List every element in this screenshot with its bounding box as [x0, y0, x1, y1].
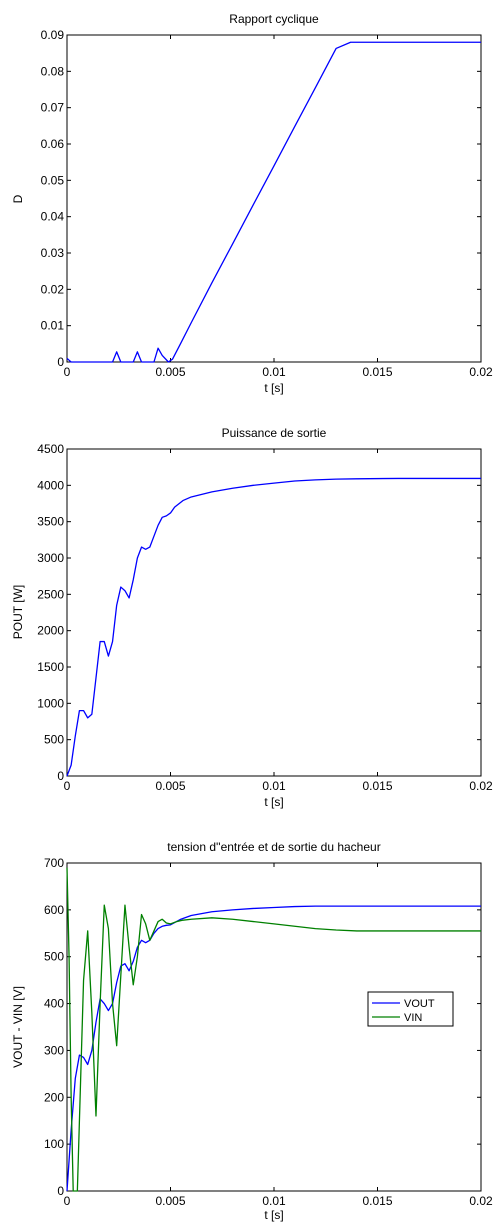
y-tick-label: 0: [57, 355, 64, 369]
chart-title: Puissance de sortie: [222, 426, 327, 440]
y-axis-label: VOUT - VIN [V]: [11, 986, 25, 1068]
series-lines: [66, 477, 481, 777]
x-tick-label: 0: [64, 1194, 71, 1208]
x-tick-label: 0: [64, 779, 71, 793]
x-tick-label: 0.005: [155, 779, 185, 793]
y-tick-label: 100: [44, 1137, 64, 1151]
y-tick-label: 2500: [37, 587, 64, 601]
x-tick-label: 0.015: [362, 365, 392, 379]
panel-chopper-voltages: tension d''entrée et de sortie du hacheu…: [11, 840, 493, 1222]
y-tick-label: 2000: [37, 624, 64, 638]
chart-title: Rapport cyclique: [229, 12, 319, 26]
y-tick-label: 300: [44, 1043, 64, 1057]
legend-label-vout: VOUT: [404, 998, 435, 1010]
y-tick-label: 0.02: [41, 282, 65, 296]
y-tick-label: 400: [44, 997, 64, 1011]
y-tick-label: 0.03: [41, 246, 65, 260]
y-axis-label: POUT [W]: [11, 585, 25, 639]
y-tick-label: 600: [44, 903, 64, 917]
plot-area: [66, 34, 482, 363]
x-tick-labels: 0 0.005 0.01 0.015 0.02: [64, 35, 493, 379]
legend-box: [367, 991, 454, 1027]
x-tick-label: 0.015: [362, 779, 392, 793]
series-line: [66, 41, 481, 363]
series-lines: [66, 867, 481, 1192]
x-tick-label: 0.02: [469, 365, 493, 379]
y-tick-label: 4500: [37, 442, 64, 456]
x-tick-label: 0: [64, 365, 71, 379]
x-axis-label: t [s]: [264, 795, 283, 809]
y-tick-label: 3000: [37, 551, 64, 565]
x-tick-labels: 0 0.005 0.01 0.015 0.02: [64, 449, 493, 793]
y-tick-label: 700: [44, 856, 64, 870]
legend: VOUT VIN: [367, 991, 454, 1027]
y-tick-label: 0: [57, 769, 64, 783]
y-tick-label: 0.05: [41, 173, 65, 187]
y-tick-label: 0.09: [41, 28, 65, 42]
y-tick-label: 500: [44, 950, 64, 964]
panel-duty-cycle: Rapport cyclique 0 0.005 0.01 0.015 0.02 0 0.…: [11, 12, 493, 395]
x-tick-label: 0.005: [155, 1194, 185, 1208]
y-tick-label: 0.01: [41, 319, 65, 333]
y-tick-label: 500: [44, 733, 64, 747]
y-tick-label: 4000: [37, 478, 64, 492]
x-axis-label: t [s]: [264, 1208, 283, 1222]
y-tick-label: 1000: [37, 696, 64, 710]
y-tick-label: 0.04: [41, 210, 65, 224]
x-tick-label: 0.01: [262, 779, 286, 793]
y-tick-label: 0.08: [41, 64, 65, 78]
x-tick-label: 0.015: [362, 1194, 392, 1208]
series-lines: [66, 41, 481, 363]
panel-output-power: Puissance de sortie 0 0.005 0.01 0.015 0.02 …: [11, 426, 493, 809]
legend-label-vin: VIN: [404, 1012, 422, 1024]
plot-area: [66, 862, 482, 1192]
y-tick-label: 200: [44, 1090, 64, 1104]
y-tick-label: 0.07: [41, 101, 65, 115]
x-tick-label: 0.01: [262, 1194, 286, 1208]
y-tick-label: 0: [57, 1184, 64, 1198]
x-tick-label: 0.01: [262, 365, 286, 379]
chart-title: tension d''entrée et de sortie du hacheu…: [167, 840, 380, 854]
plot-area: [66, 448, 482, 777]
y-tick-label: 0.06: [41, 137, 65, 151]
y-tick-label: 3500: [37, 515, 64, 529]
series-line: [66, 477, 481, 777]
series-line-vin: [66, 867, 481, 1192]
y-axis-label: D: [11, 194, 25, 203]
x-axis-label: t [s]: [264, 381, 283, 395]
y-tick-labels: 0 0.01 0.02 0.03 0.04 0.05 0.06 0.07 0.08 0.09: [41, 28, 481, 369]
x-tick-labels: 0 0.005 0.01 0.015 0.02: [64, 863, 493, 1208]
y-tick-label: 1500: [37, 660, 64, 674]
x-tick-label: 0.02: [469, 779, 493, 793]
x-tick-label: 0.02: [469, 1194, 493, 1208]
y-tick-labels: 0 500 1000 1500 2000 2500 3000 3500 4000 4500: [37, 442, 481, 783]
x-tick-label: 0.005: [155, 365, 185, 379]
